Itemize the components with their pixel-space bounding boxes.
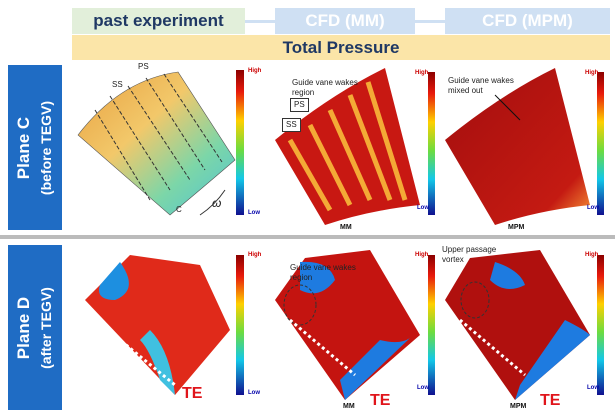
row-label: Plane D (after TEGV)	[8, 245, 62, 410]
annotation: Guide vane wakes region	[290, 263, 360, 283]
annotation: C	[176, 205, 182, 215]
annotation: SS	[112, 80, 123, 90]
plots	[0, 0, 615, 412]
colorbar-high: High	[415, 70, 428, 76]
annotation: PS	[290, 98, 309, 112]
colorbar-low: Low	[248, 210, 260, 216]
caption: MPM	[508, 224, 524, 231]
colorbar-low: Low	[417, 385, 429, 391]
caption: MM	[343, 403, 355, 410]
colorbar-high: High	[248, 252, 261, 258]
row-title: Plane D	[14, 296, 33, 358]
title-bar: Total Pressure	[72, 35, 610, 60]
annotation: ω	[212, 198, 221, 208]
column-header: past experiment	[72, 8, 245, 34]
row-subtitle: (after TEGV)	[38, 287, 54, 369]
annotation: PS	[138, 62, 149, 72]
caption: MM	[340, 224, 352, 231]
te-label: TE	[182, 385, 202, 403]
row-label: Plane C (before TEGV)	[8, 65, 62, 230]
column-header: CFD (MM)	[275, 8, 415, 34]
colorbar	[236, 255, 244, 395]
te-label: TE	[370, 392, 390, 410]
colorbar-high: High	[585, 70, 598, 76]
colorbar-high: High	[415, 252, 428, 258]
colorbar-low: Low	[587, 385, 599, 391]
column-header: CFD (MPM)	[445, 8, 610, 34]
colorbar	[428, 72, 435, 215]
colorbar	[236, 70, 244, 215]
annotation: Guide vane wakes region	[292, 78, 362, 98]
colorbar	[428, 255, 435, 395]
row-subtitle: (before TEGV)	[38, 100, 54, 194]
colorbar	[597, 72, 604, 215]
colorbar	[597, 255, 604, 395]
te-label: TE	[540, 392, 560, 410]
colorbar-low: Low	[587, 205, 599, 211]
annotation: Guide vane wakes mixed out	[448, 76, 528, 96]
contour-plot	[85, 255, 230, 395]
colorbar-high: High	[248, 68, 261, 74]
figure: past experiment CFD (MM) CFD (MPM) Total…	[0, 0, 615, 412]
colorbar-high: High	[585, 252, 598, 258]
annotation: Upper passage vortex	[442, 245, 502, 265]
caption: MPM	[510, 403, 526, 410]
colorbar-low: Low	[417, 205, 429, 211]
colorbar-low: Low	[248, 390, 260, 396]
row-title: Plane C	[14, 116, 33, 178]
annotation: SS	[282, 118, 301, 132]
